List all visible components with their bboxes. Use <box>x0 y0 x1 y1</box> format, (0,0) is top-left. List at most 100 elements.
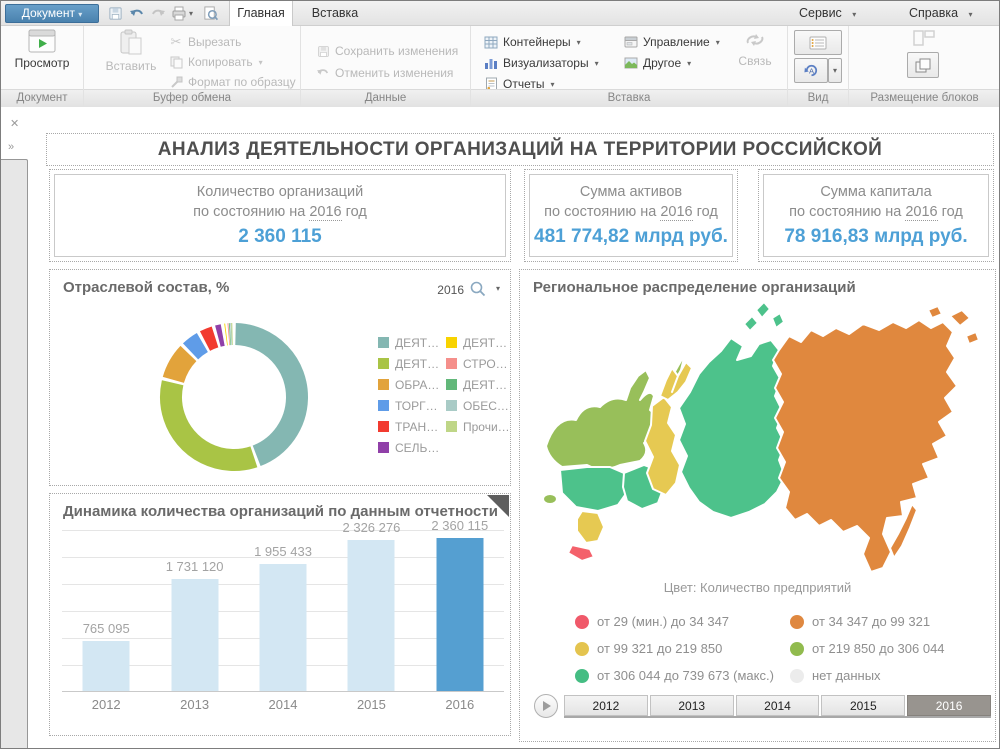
visualizers-button[interactable]: Визуализаторы ▾ <box>483 54 599 72</box>
containers-button[interactable]: Контейнеры ▾ <box>483 33 581 51</box>
region-crimea[interactable] <box>567 544 595 562</box>
ribbon-group-label: Размещение блоков <box>849 89 999 107</box>
map-legend-item: от 219 850 до 306 044 <box>790 641 945 656</box>
donut-legend-item[interactable]: ТОРГ… <box>378 395 439 416</box>
industry-composition-panel[interactable]: Отраслевой состав, % 2016 ▾ ДЕЯТ… ДЕЯТ… ОБ… <box>49 269 511 486</box>
region-central[interactable] <box>559 466 629 512</box>
tile-layout-button[interactable] <box>913 30 935 51</box>
bar-2016[interactable] <box>436 538 484 691</box>
donut-slice[interactable] <box>160 323 308 471</box>
preview-mode-button[interactable]: Просмотр <box>9 29 75 87</box>
management-button[interactable]: Управление ▾ <box>623 33 720 51</box>
auto-refresh-button[interactable]: A <box>794 58 828 83</box>
donut-legend-item[interactable]: ОБРА… <box>378 374 439 395</box>
menu-servis[interactable]: Сервис ▾ <box>799 1 856 26</box>
link-button[interactable]: Связь <box>729 29 781 87</box>
year-button-2015[interactable]: 2015 <box>821 695 906 716</box>
dynamics-panel[interactable]: Динамика количества организаций по данны… <box>49 493 511 736</box>
kpi-year-param[interactable]: 2016 <box>905 204 938 221</box>
region-northwest[interactable] <box>545 369 659 470</box>
undo-button[interactable] <box>126 4 147 23</box>
donut-legend-item[interactable]: ДЕЯТ… <box>446 332 510 353</box>
donut-legend-item[interactable]: СТРО… <box>446 353 510 374</box>
donut-legend-item[interactable]: ТРАН… <box>378 416 439 437</box>
region-south[interactable] <box>576 510 605 544</box>
cascade-blocks-button[interactable] <box>907 52 939 78</box>
format-painter-button[interactable]: Формат по образцу <box>168 73 296 91</box>
legend-label: ТРАН… <box>395 419 439 434</box>
region-sakhalin[interactable] <box>889 503 918 559</box>
year-button-2012[interactable]: 2012 <box>564 695 648 716</box>
preview-button[interactable] <box>200 4 221 23</box>
legend-swatch <box>446 337 457 348</box>
donut-legend-item[interactable]: ОБЕС… <box>446 395 510 416</box>
kpi-card-assets[interactable]: Сумма активов по состоянию на 2016 год 4… <box>524 169 738 262</box>
year-button-2016[interactable]: 2016 <box>907 695 991 716</box>
play-button[interactable] <box>534 694 558 718</box>
legend-label: от 34 347 до 99 321 <box>812 614 931 629</box>
bar-slot: 2 360 115 <box>416 518 504 691</box>
regional-map-panel[interactable]: Региональное распределение организаций Ц… <box>519 269 996 742</box>
chevron-down-icon: ▾ <box>258 57 263 67</box>
kpi-card-capital[interactable]: Сумма капитала по состоянию на 2016 год … <box>758 169 994 262</box>
auto-refresh-dropdown[interactable]: ▾ <box>828 58 842 83</box>
donut-legend-item[interactable]: ДЕЯТ… <box>446 374 510 395</box>
magnifier-icon[interactable] <box>470 281 486 302</box>
bar-2014[interactable] <box>259 564 307 691</box>
donut-slice[interactable] <box>160 323 308 471</box>
region-east-islands[interactable] <box>927 305 980 345</box>
undo-changes-button[interactable]: Отменить изменения <box>315 64 453 82</box>
donut-slice[interactable] <box>160 323 308 471</box>
region-kaliningrad[interactable] <box>542 493 558 505</box>
donut-slice[interactable] <box>160 323 308 471</box>
redo-button[interactable] <box>147 4 168 23</box>
donut-legend-item[interactable]: Прочи… <box>446 416 510 437</box>
close-icon[interactable]: ✕ <box>10 118 20 130</box>
year-button-2014[interactable]: 2014 <box>735 695 820 716</box>
donut-slice[interactable] <box>160 323 308 471</box>
document-menu-button[interactable]: Документ ▾ <box>5 4 99 23</box>
other-button[interactable]: Другое ▾ <box>623 54 691 72</box>
tab-vstavka[interactable]: Вставка <box>301 1 369 26</box>
bar-2012[interactable] <box>82 641 130 691</box>
expand-panel-icon[interactable]: » <box>8 141 15 153</box>
donut-legend-item[interactable]: ДЕЯТ… <box>378 332 439 353</box>
bar-2013[interactable] <box>171 579 219 691</box>
reports-button[interactable]: Отчеты ▾ <box>483 75 555 93</box>
cut-button[interactable]: ✂ Вырезать <box>168 33 242 51</box>
collapsed-panel[interactable] <box>1 159 28 748</box>
donut-slice[interactable] <box>157 320 311 474</box>
kpi-card-count[interactable]: Количество организаций по состоянию на 2… <box>49 169 511 262</box>
donut-slice[interactable] <box>160 323 308 471</box>
chevron-down-icon[interactable]: ▾ <box>495 284 500 293</box>
donut-slice[interactable] <box>149 312 319 482</box>
copy-button[interactable]: Копировать ▾ <box>168 53 263 71</box>
view-list-button[interactable] <box>794 30 842 55</box>
print-button[interactable] <box>168 4 189 23</box>
region-urals[interactable] <box>644 396 681 496</box>
region-fareast[interactable] <box>772 319 958 573</box>
tab-glavnaya[interactable]: Главная <box>229 1 293 26</box>
save-changes-button[interactable]: Сохранить изменения <box>315 42 458 60</box>
region-yamal[interactable] <box>659 361 693 401</box>
print-dropdown-caret[interactable]: ▾ <box>189 9 194 18</box>
donut-legend-col1: ДЕЯТ… ДЕЯТ… ОБРА… ТОРГ… ТРАН… СЕЛЬ… <box>378 332 439 458</box>
bar-2015[interactable] <box>347 540 395 691</box>
region-north-islands[interactable] <box>743 301 785 332</box>
donut-slice[interactable] <box>156 319 312 475</box>
year-button-2013[interactable]: 2013 <box>649 695 734 716</box>
map-color-note: Цвет: Количество предприятий <box>663 580 852 595</box>
donut-legend-item[interactable]: ДЕЯТ… <box>378 353 439 374</box>
donut-slice[interactable] <box>149 312 319 482</box>
dashboard-title-block[interactable]: АНАЛИЗ ДЕЯТЕЛЬНОСТИ ОРГАНИЗАЦИЙ НА ТЕРРИ… <box>46 133 994 166</box>
chevron-down-icon: ▾ <box>550 79 555 89</box>
quick-access-toolbar: ▾ <box>105 4 221 23</box>
table-grid-icon <box>483 34 499 50</box>
donut-legend-item[interactable]: СЕЛЬ… <box>378 437 439 458</box>
menu-spravka[interactable]: Справка ▾ <box>909 1 972 26</box>
paste-button[interactable]: Вставить <box>98 29 164 87</box>
kpi-year-param[interactable]: 2016 <box>660 204 693 221</box>
kpi-year-param[interactable]: 2016 <box>309 204 342 221</box>
save-button[interactable] <box>105 4 126 23</box>
region-siberia[interactable] <box>678 337 786 519</box>
